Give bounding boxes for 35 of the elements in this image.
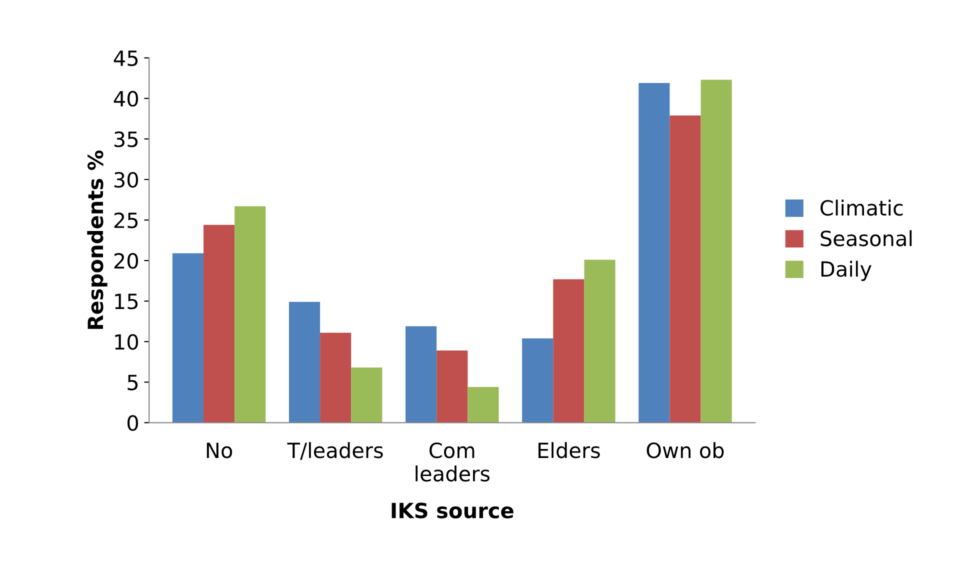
x-tick-label: T/leaders <box>287 442 383 460</box>
y-tick-label: 25 <box>114 212 138 228</box>
bar <box>436 350 468 423</box>
x-tick-label: Elders <box>538 442 600 458</box>
legend-label: Seasonal <box>820 230 912 246</box>
y-tick-label: 20 <box>114 253 138 269</box>
y-tick-label: 30 <box>114 172 138 188</box>
bar <box>406 326 437 423</box>
y-tick-label: 0 <box>128 415 138 431</box>
y-tick-label: 40 <box>114 90 138 107</box>
bar <box>584 260 616 423</box>
y-tick-label: 35 <box>114 131 138 148</box>
bar <box>638 83 670 423</box>
y-tick-label: 45 <box>114 50 138 66</box>
y-tick-label: 5 <box>128 374 138 390</box>
y-tick-label: 15 <box>115 294 138 310</box>
bar <box>553 279 584 423</box>
y-tick-label: 10 <box>115 334 138 350</box>
bar <box>204 224 235 423</box>
x-tick-label: Own ob <box>646 442 724 458</box>
y-axis-title: Respondents % <box>87 150 108 329</box>
bar <box>172 253 204 423</box>
bar <box>288 302 320 423</box>
bar <box>351 368 382 423</box>
bar <box>700 80 732 423</box>
x-tick-label: Com leaders <box>416 442 490 482</box>
legend-label: Daily <box>821 260 872 281</box>
x-axis-title: IKS source <box>392 502 514 518</box>
bar <box>320 332 352 423</box>
legend-label: Climatic <box>820 200 903 216</box>
bar <box>522 338 554 423</box>
bar <box>468 387 499 423</box>
x-tick-label: No <box>206 442 232 458</box>
bar <box>234 206 266 423</box>
bar <box>670 115 701 423</box>
